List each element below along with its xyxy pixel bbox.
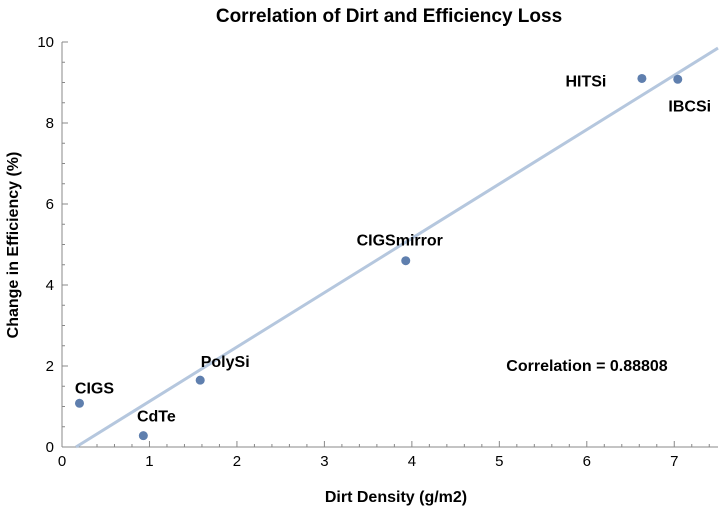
x-tick-label: 1: [145, 453, 153, 470]
y-tick-label: 6: [46, 196, 54, 213]
points-group: CIGS CdTe PolySi CIGSmirror HITSi IBCSi: [74, 73, 711, 441]
point-label: CIGSmirror: [357, 233, 443, 250]
y-tick-label: 10: [37, 34, 54, 51]
point-label: PolySi: [201, 354, 250, 371]
correlation-annotation: Correlation = 0.88808: [506, 358, 668, 375]
point-label: CIGS: [75, 380, 114, 397]
x-tick-label: 7: [670, 453, 678, 470]
x-tick-label: 3: [320, 453, 328, 470]
y-tick-label: 0: [46, 439, 54, 456]
x-tick-label: 6: [583, 453, 591, 470]
data-point: [401, 256, 411, 266]
data-point: [195, 375, 205, 385]
chart-title: Correlation of Dirt and Efficiency Loss: [216, 6, 562, 27]
x-axis-label: Dirt Density (g/m2): [325, 489, 467, 506]
fit-line-group: [75, 46, 719, 449]
point-label: HITSi: [565, 73, 606, 90]
data-point: [637, 73, 647, 83]
x-tick-label: 5: [495, 453, 503, 470]
data-point: [673, 74, 683, 84]
y-tick-label: 4: [46, 277, 54, 294]
y-axis-label: Change in Efficiency (%): [5, 152, 22, 339]
data-point: [74, 398, 84, 408]
x-tick-label: 4: [408, 453, 416, 470]
fit-line: [75, 46, 719, 449]
x-tick-label: 0: [58, 453, 66, 470]
axes: 0 1 2 3 4 5 6 7 0 2 4 6 8 10: [37, 34, 718, 470]
point-label: CdTe: [137, 409, 176, 426]
y-tick-label: 8: [46, 115, 54, 132]
y-tick-label: 2: [46, 358, 54, 375]
data-point: [138, 431, 148, 441]
x-tick-label: 2: [233, 453, 241, 470]
point-label: IBCSi: [668, 98, 711, 115]
